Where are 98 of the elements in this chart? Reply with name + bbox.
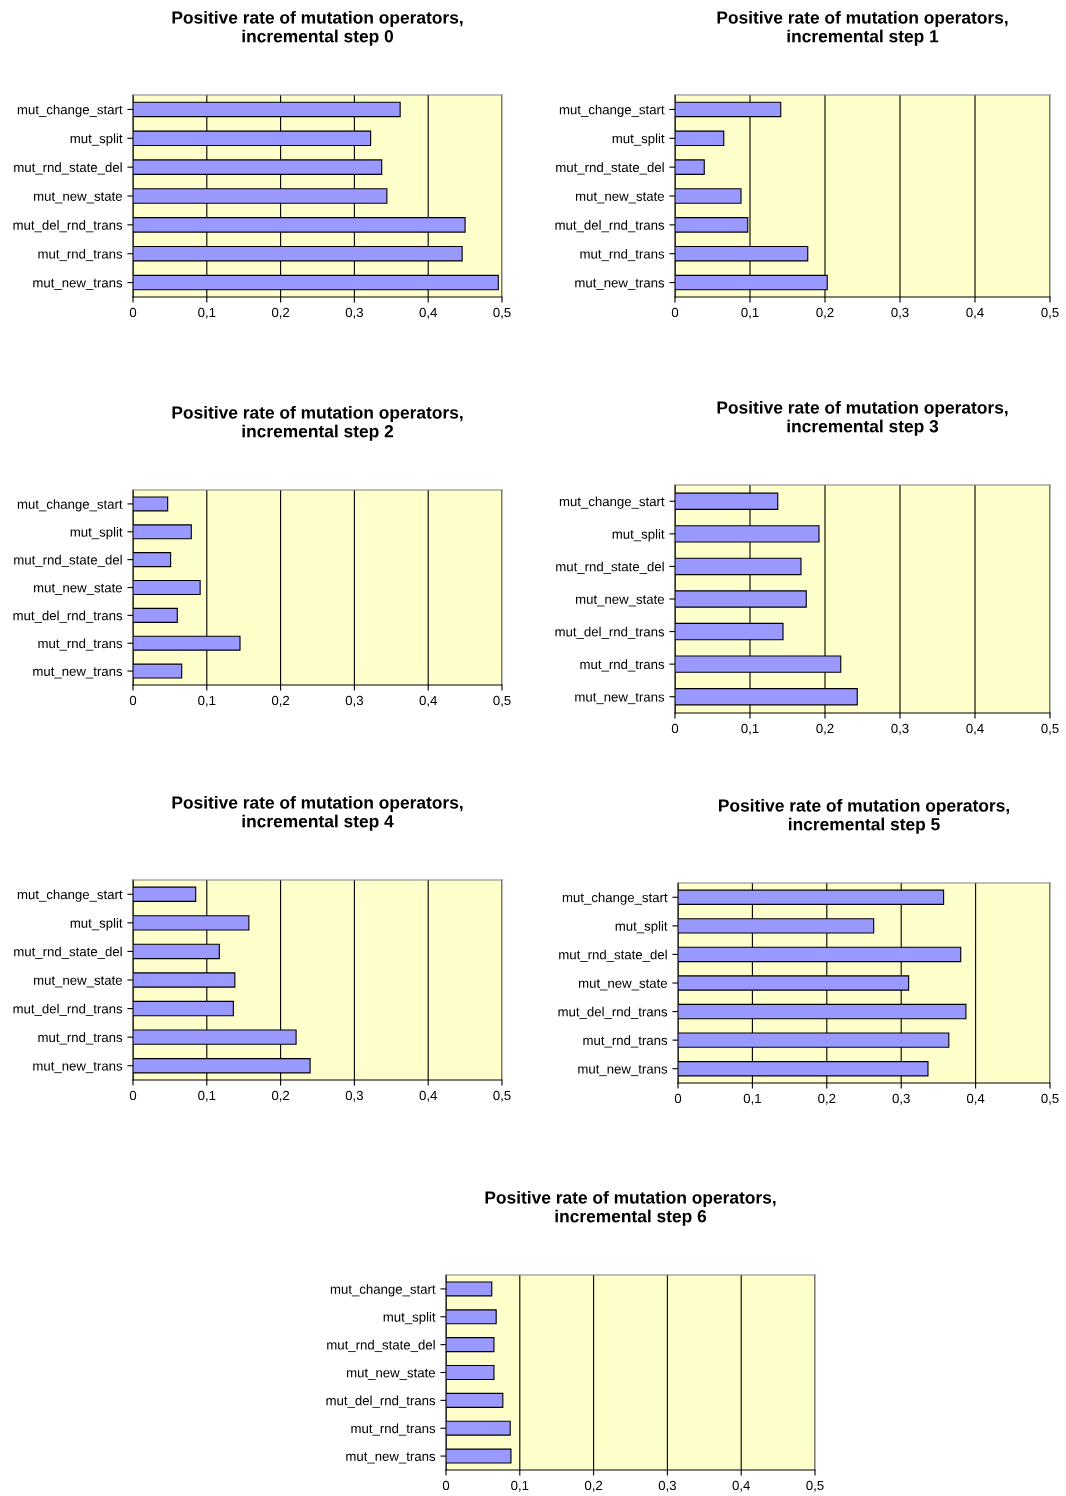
x-tick-label: 0	[129, 695, 137, 706]
y-tick-label: mut_rnd_state_del	[14, 946, 122, 959]
y-tick-label: mut_change_start	[17, 499, 123, 512]
x-tick-label: 0,5	[1041, 307, 1059, 319]
y-tick-label: mut_del_rnd_trans	[555, 626, 665, 639]
y-tick-label: mut_del_rnd_trans	[326, 1395, 436, 1408]
y-tick-label: mut_new_state	[578, 979, 667, 991]
y-tick-label: mut_split	[612, 529, 665, 542]
y-tick-label: mut_rnd_state_del	[556, 561, 664, 574]
y-tick-label: mut_new_trans	[575, 278, 665, 290]
y-tick-label: mut_rnd_trans	[38, 248, 123, 262]
y-tick-label: mut_change_start	[559, 104, 665, 117]
y-tick-label: mut_new_trans	[33, 1061, 123, 1074]
y-tick-label: mut_new_trans	[578, 1064, 668, 1077]
x-tick-label: 0,4	[419, 1090, 437, 1102]
y-tick-label: mut_new_state	[346, 1368, 435, 1380]
y-tick-label: mut_new_state	[33, 976, 122, 988]
y-tick-label: mut_new_trans	[33, 278, 123, 290]
chart-title: Positive rate of mutation operators, incremental step 5	[719, 798, 1009, 834]
y-tick-label: mut_rnd_state_del	[559, 949, 667, 962]
y-tick-label: mut_rnd_trans	[580, 248, 665, 262]
x-tick-label: 0	[129, 307, 137, 318]
x-tick-label: 0,3	[658, 1480, 676, 1492]
y-tick-label: mut_split	[615, 921, 668, 934]
x-tick-label: 0,1	[198, 695, 216, 707]
x-tick-label: 0,3	[345, 307, 363, 319]
x-tick-label: 0,1	[743, 1093, 761, 1105]
x-tick-label: 0,5	[493, 695, 511, 707]
y-tick-label: mut_rnd_state_del	[14, 554, 122, 568]
chart-title: Positive rate of mutation operators, incremental step 3	[717, 400, 1008, 436]
y-tick-label: mut_del_rnd_trans	[555, 220, 665, 233]
y-tick-label: mut_split	[612, 133, 665, 146]
x-tick-label: 0,1	[198, 307, 216, 319]
x-tick-label: 0,5	[493, 307, 511, 319]
y-tick-label: mut_rnd_trans	[583, 1035, 668, 1048]
y-tick-label: mut_new_trans	[575, 692, 665, 705]
x-tick-label: 0	[129, 1090, 137, 1101]
x-tick-label: 0	[442, 1480, 450, 1491]
y-tick-label: mut_rnd_trans	[351, 1423, 436, 1436]
x-tick-label: 0,5	[806, 1480, 824, 1492]
y-tick-label: mut_del_rnd_trans	[13, 610, 123, 623]
x-tick-label: 0,4	[966, 723, 984, 735]
y-tick-label: mut_split	[70, 918, 123, 931]
x-tick-label: 0,5	[1041, 1093, 1059, 1105]
y-tick-label: mut_split	[70, 133, 123, 146]
x-tick-label: 0,3	[891, 723, 909, 735]
chart-title: Positive rate of mutation operators, incremental step 6	[485, 1190, 776, 1226]
y-tick-label: mut_new_state	[33, 192, 122, 204]
x-tick-label: 0,2	[818, 1093, 836, 1105]
y-tick-label: mut_split	[383, 1312, 436, 1325]
y-tick-label: mut_new_state	[575, 595, 664, 607]
x-tick-label: 0,1	[741, 307, 759, 319]
chart-title: Positive rate of mutation operators, incremental step 2	[172, 405, 463, 441]
x-tick-label: 0,4	[419, 695, 437, 707]
x-tick-label: 0,2	[816, 723, 834, 735]
y-tick-label: mut_new_state	[33, 583, 122, 595]
x-tick-label: 0,4	[732, 1480, 750, 1492]
chart-title: Positive rate of mutation operators, incremental step 0	[172, 10, 463, 46]
x-tick-label: 0,1	[741, 723, 759, 735]
x-tick-label: 0,2	[271, 695, 290, 707]
y-tick-label: mut_rnd_state_del	[14, 162, 122, 175]
x-tick-label: 0,1	[198, 1090, 216, 1102]
x-tick-label: 0,4	[966, 307, 984, 319]
x-tick-label: 0,4	[419, 307, 437, 319]
y-tick-label: mut_new_trans	[346, 1452, 436, 1464]
x-tick-label: 0,5	[493, 1090, 511, 1102]
x-tick-label: 0,5	[1041, 723, 1059, 735]
y-tick-label: mut_rnd_trans	[38, 638, 123, 651]
y-tick-label: mut_change_start	[17, 104, 123, 117]
x-tick-label: 0,2	[584, 1480, 603, 1492]
y-tick-label: mut_change_start	[330, 1284, 436, 1297]
x-tick-label: 0,2	[271, 1090, 290, 1102]
y-tick-label: mut_new_state	[575, 192, 664, 204]
x-tick-label: 0,2	[271, 307, 290, 319]
x-tick-label: 0,4	[966, 1093, 985, 1105]
y-tick-label: mut_split	[70, 527, 123, 540]
y-tick-label: mut_del_rnd_trans	[13, 220, 123, 233]
x-tick-label: 0,3	[891, 307, 909, 319]
x-tick-label: 0	[671, 307, 679, 318]
x-tick-label: 0	[674, 1093, 682, 1104]
y-tick-label: mut_new_trans	[33, 667, 123, 679]
y-tick-label: mut_del_rnd_trans	[13, 1003, 123, 1016]
y-tick-label: mut_rnd_state_del	[327, 1339, 435, 1353]
x-tick-label: 0,3	[892, 1093, 910, 1105]
y-tick-label: mut_change_start	[559, 496, 665, 509]
y-tick-label: mut_rnd_trans	[580, 659, 665, 672]
chart-title: Positive rate of mutation operators, incremental step 1	[717, 10, 1008, 46]
y-tick-label: mut_change_start	[562, 892, 668, 905]
y-tick-label: mut_rnd_trans	[38, 1032, 123, 1045]
x-tick-label: 0,1	[511, 1480, 529, 1492]
y-tick-label: mut_change_start	[17, 889, 123, 902]
y-tick-label: mut_rnd_state_del	[556, 162, 664, 175]
x-tick-label: 0	[671, 723, 679, 734]
chart-title: Positive rate of mutation operators, incremental step 4	[172, 795, 463, 831]
x-tick-label: 0,2	[816, 307, 834, 319]
x-tick-label: 0,3	[345, 1090, 363, 1102]
x-tick-label: 0,3	[345, 695, 363, 707]
y-tick-label: mut_del_rnd_trans	[558, 1006, 668, 1019]
